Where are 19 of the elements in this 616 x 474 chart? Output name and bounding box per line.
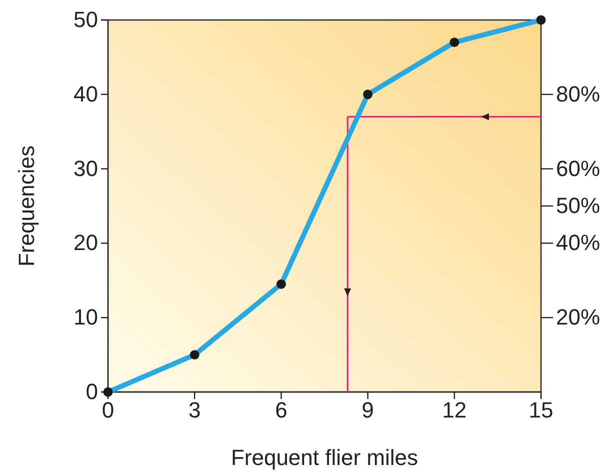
y-tick-label: 40	[74, 81, 98, 106]
y-tick-label: 50	[74, 7, 98, 32]
y2-tick-label: 20%	[556, 304, 600, 330]
y-tick-label: 10	[74, 304, 98, 330]
x-tick-label: 0	[102, 398, 114, 423]
x-tick-label: 12	[442, 398, 467, 423]
y-tick-label: 0	[86, 379, 98, 404]
x-axis-title: Frequent flier miles	[230, 445, 418, 470]
x-tick-label: 3	[188, 398, 201, 423]
y-tick-label: 30	[74, 156, 98, 181]
y2-tick-label: 40%	[556, 230, 600, 256]
x-tick-label: 6	[275, 398, 288, 423]
y2-tick-label: 50%	[556, 193, 600, 218]
y2-tick-label: 80%	[556, 81, 600, 106]
x-tick-label: 15	[528, 398, 554, 423]
x-tick-label: 9	[362, 398, 374, 423]
y-tick-label: 20	[74, 230, 98, 256]
y2-tick-label: 60%	[556, 156, 600, 181]
y-axis-title: Frequencies	[14, 145, 39, 267]
